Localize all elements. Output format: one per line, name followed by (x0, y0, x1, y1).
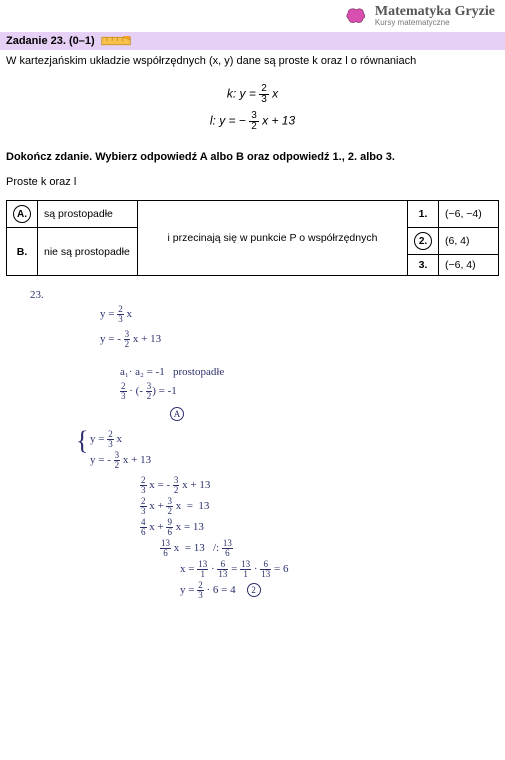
cell-A[interactable]: A. (7, 201, 38, 228)
task-header-bar: Zadanie 23. (0–1) (0, 32, 505, 50)
cell-3[interactable]: 3. (408, 255, 439, 276)
pretable-text: Proste k oraz l (0, 169, 505, 194)
cell-B-text: nie są prostopadłe (38, 228, 138, 276)
fraction-2-3: 23 (259, 84, 269, 105)
cell-mid: i przecinają się w punkcie P o współrzęd… (138, 201, 408, 276)
cell-A-text: są prostopadłe (38, 201, 138, 228)
cell-2[interactable]: 2. (408, 228, 439, 255)
brand-subtitle: Kursy matematyczne (375, 19, 495, 28)
hw-line: 23 x = - 32 x + 13 (140, 476, 505, 495)
hw-line: x = 131 · 613 = 131 · 613 = 6 (180, 560, 505, 579)
equation-l: l: y = − 32 x + 13 (0, 111, 505, 132)
hw-line: a₁· a₂ = -1 prostopadłe (120, 365, 505, 380)
hw-line: 46 x + 96 x = 13 (140, 518, 505, 537)
cell-1-val: (−6, −4) (439, 201, 499, 228)
eq-l-label: l: y = − (210, 113, 249, 127)
hw-line: y = - 32 x + 13 (100, 330, 505, 349)
hw-line: y = 23 x (90, 430, 505, 449)
equations-block: k: y = 23 x l: y = − 32 x + 13 (0, 74, 505, 146)
handwritten-work: 23. y = 23 x y = - 32 x + 13 a₁· a₂ = -1… (0, 282, 505, 600)
equation-k: k: y = 23 x (0, 84, 505, 105)
hw-line: y = 23 x (100, 305, 505, 324)
instruction-text: Dokończ zdanie. Wybierz odpowiedź A albo… (0, 146, 505, 169)
option-3-label: 3. (419, 259, 428, 271)
cell-1[interactable]: 1. (408, 201, 439, 228)
brand-title: Matematyka Gryzie (375, 4, 495, 19)
hw-answer-A: A (170, 407, 505, 422)
answer-table: A. są prostopadłe i przecinają się w pun… (6, 200, 499, 276)
hw-line: 136 x = 13 /: 136 (160, 539, 505, 558)
option-2-circle: 2. (414, 232, 432, 250)
hw-line: y = 23 · 6 = 4 2 (180, 581, 505, 600)
table-row: A. są prostopadłe i przecinają się w pun… (7, 201, 499, 228)
circled-2-icon: 2 (247, 583, 261, 597)
brand-block: Matematyka Gryzie Kursy matematyczne (375, 4, 495, 28)
eq-k-tail: x (269, 86, 278, 100)
cell-3-val: (−6, 4) (439, 255, 499, 276)
intro-text: W kartezjańskim układzie współrzędnych (… (0, 50, 505, 73)
system-brace: y = 23 x y = - 32 x + 13 (80, 430, 505, 470)
hw-line: 23 · (- 32) = -1 (120, 382, 505, 401)
eq-k-label: k: y = (227, 86, 259, 100)
cell-2-val: (6, 4) (439, 228, 499, 255)
eq-l-tail: x + 13 (259, 113, 295, 127)
ruler-icon (101, 36, 131, 46)
page-header: Matematyka Gryzie Kursy matematyczne (0, 0, 505, 30)
hw-title: 23. (30, 288, 505, 303)
hw-line: 23 x + 32 x = 13 (140, 497, 505, 516)
option-B-label: B. (17, 246, 28, 258)
option-A-circle: A. (13, 205, 31, 223)
hw-line: y = - 32 x + 13 (90, 451, 505, 470)
option-1-label: 1. (419, 208, 428, 220)
cell-B[interactable]: B. (7, 228, 38, 276)
brain-icon (345, 6, 369, 26)
circled-A-icon: A (170, 407, 184, 421)
fraction-3-2: 32 (249, 111, 259, 132)
task-label: Zadanie 23. (0–1) (6, 35, 95, 47)
